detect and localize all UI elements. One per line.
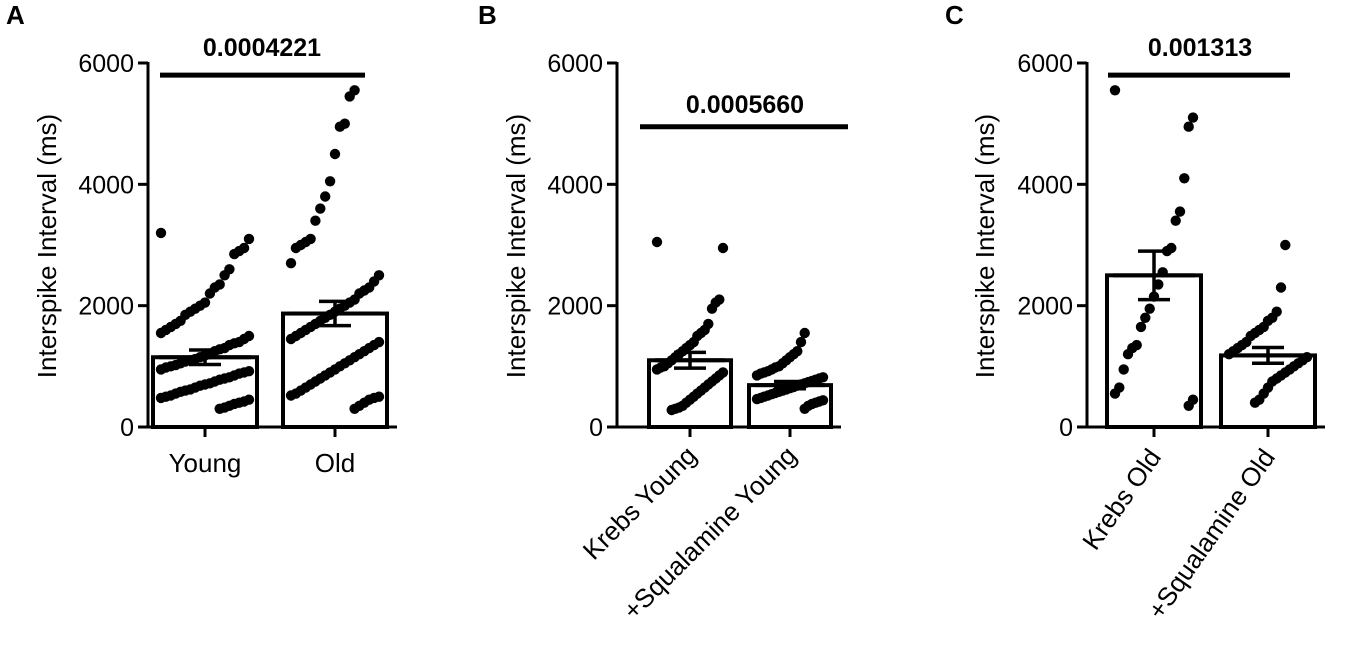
panel-a-data-point [315,203,326,214]
panel-a-significance-value: 0.0004221 [203,34,321,62]
panel-c: C Interspike Interval (ms) 0.001313 0 200… [945,0,1325,624]
panel-c-significance-value: 0.001313 [1148,34,1252,62]
panel-b: B Interspike Interval (ms) 0.0005660 0 20… [478,0,848,625]
panel-a-data-point [290,242,302,254]
panel-a-data-point [329,148,341,160]
panel-a-data-point [155,392,167,404]
panel-c-data-point [1118,364,1129,375]
panel-c-data-point [1122,349,1134,360]
panel-c-y-tick-label: 4000 [1017,171,1073,199]
panel-c-data-point [1275,282,1287,293]
panel-b-data-point [751,393,763,405]
panel-c-data-point [1183,121,1194,132]
panel-a-data-point [219,270,230,281]
panel-c-letter: C [945,0,964,30]
panel-b-significance-value: 0.0005660 [686,91,804,119]
panel-a-data-point [349,403,360,414]
panel-a-data-point [334,121,346,132]
panel-a-y-tick-label: 4000 [78,171,134,199]
panel-b-data-point [706,303,718,314]
panel-c-data-point [1174,206,1186,217]
panel-b-data-point [666,404,677,416]
panel-c-data-point [1170,215,1181,226]
panel-a-data-point [310,215,321,226]
panel-b-data-point [651,236,663,248]
panel-a-data-point [243,233,255,245]
panel-c-category-label: +Squalamine Old [1142,443,1281,624]
panel-a-data-point [320,191,331,202]
panel-a-category-label: Young [169,448,242,478]
panel-c-category-label: Krebs Old [1076,443,1167,555]
panel-b-letter: B [478,0,497,30]
panel-a-data-point [229,248,240,260]
panel-a-data-point [155,364,167,375]
panel-c-data-point [1140,312,1151,323]
panel-c-data-point [1179,173,1190,184]
panel-a-y-tick-label: 2000 [78,293,134,321]
panel-b-data-point [799,327,810,339]
panel-c-data-point [1187,112,1199,123]
panel-a-data-point [155,227,167,239]
panel-c-data-point [1109,388,1121,399]
panel-c-y-tick-label: 0 [1059,414,1073,442]
panel-b-data-point [651,364,663,375]
panel-b-y-axis-label: Interspike Interval (ms) [501,114,531,378]
panel-b-y-tick-label: 6000 [547,50,603,78]
panel-a-y-axis-label: Interspike Interval (ms) [32,114,62,378]
panel-b-data-point [717,242,729,254]
panel-a-data-point [204,288,216,299]
panel-c-y-tick-label: 6000 [1017,50,1073,78]
panel-c-data-point [1144,303,1155,314]
panel-c-data-point [1109,85,1121,96]
panel-b-data-point [799,403,810,414]
panel-a-data-point [214,403,225,414]
panel-a-data-point [285,390,297,401]
panel-c-y-tick-label: 2000 [1017,293,1073,321]
panel-a-data-point [285,258,297,269]
panel-b-y-tick-label: 0 [589,414,603,442]
panel-a-y-tick-label: 6000 [78,50,134,78]
panel-a-data-point [155,327,167,339]
panel-b-y-tick-label: 2000 [547,293,603,321]
panel-c-y-axis-label: Interspike Interval (ms) [970,114,1000,378]
panel-a-y-tick-label: 0 [120,414,134,442]
panel-a-category-label: Old [315,448,355,478]
panel-b-category-label: +Squalamine Young [617,440,802,625]
panel-b-data-point [751,370,763,381]
panel-c-data-point [1135,321,1147,333]
panel-c-data-point [1280,239,1291,251]
panel-b-data-point [795,336,807,348]
panel-c-data-point [1183,400,1194,411]
panel-a-letter: A [6,0,25,30]
panel-a-data-point [285,333,297,345]
panel-b-y-tick-label: 4000 [547,171,603,199]
panel-a-data-point [344,91,355,102]
panel-a-data-point [324,176,336,187]
panel-c-data-point [1249,397,1261,408]
panel-a: A Interspike Interval (ms) 0.0004221 0 20… [6,0,397,478]
